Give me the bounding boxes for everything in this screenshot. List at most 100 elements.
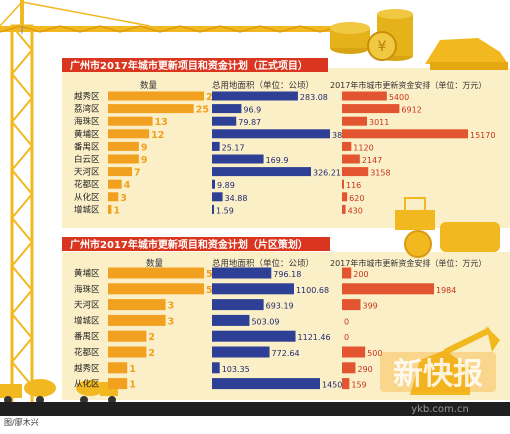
count-bar [108,204,112,214]
funding-bar [342,204,346,214]
area-value-label: 96.9 [243,106,261,115]
photo-credit: 图/廖木兴 [4,418,39,427]
area-bar [212,104,242,114]
funding-bar [342,129,468,139]
area-value-label: 326.21 [313,169,341,178]
roller-icon [395,197,500,258]
category-label: 从化区 [74,379,100,390]
area-value-label: 796.18 [273,270,301,279]
count-value-label: 5 [206,269,213,280]
area-value-label: 103.35 [222,365,250,374]
funding-value-label: 2147 [362,156,382,165]
area-bar [212,116,237,126]
count-bar [108,179,122,189]
category-label: 增城区 [74,204,100,215]
funding-bar [342,362,356,374]
funding-bar [342,116,368,126]
category-label: 荔湾区 [74,104,100,115]
funding-value-label: 3158 [370,169,390,178]
category-label: 天河区 [74,167,100,178]
area-bar [212,91,298,101]
area-value-label: 503.09 [251,317,279,326]
title-bar [62,237,330,251]
count-bar [108,129,150,139]
count-bar [108,314,166,326]
count-bar [108,167,132,177]
area-bar [212,330,296,342]
chart-marks: 越秀区28283.085400荔湾区2596.96912海珠区1379.8730… [74,91,495,391]
category-label: 黄埔区 [74,129,100,140]
category-label: 番禺区 [74,331,100,342]
count-bar [108,104,194,114]
funding-bar [342,141,352,151]
count-bar [108,154,139,164]
funding-value-label: 1984 [436,286,456,295]
category-label: 天河区 [74,300,100,311]
funding-value-label: 200 [353,270,368,279]
count-value-label: 5 [206,285,213,296]
column-header-count: 数量 [146,258,164,269]
area-bar [212,154,264,164]
category-label: 海珠区 [74,284,100,295]
count-bar [108,192,119,202]
category-label: 从化区 [74,192,100,203]
excavator-icon [410,326,500,395]
area-bar [212,129,330,139]
count-bar [108,299,166,311]
funding-value-label: 399 [363,302,378,311]
area-value-label: 169.9 [266,156,289,165]
funding-bar [342,299,361,311]
mixer-truck-icon [0,379,56,404]
count-value-label: 1 [113,205,120,216]
count-bar [108,362,128,374]
section-2-header: 广州市2017年城市更新项目和资金计划（片区策划） [62,237,330,251]
count-value-label: 4 [124,180,131,191]
column-header-funding: 2017年市城市更新资金安排（单位：万元） [330,80,486,90]
area-bar [212,267,272,279]
area-value-label: 9.89 [217,181,235,190]
category-label: 花都区 [74,179,100,190]
area-bar [212,314,250,326]
count-bar [108,267,204,279]
count-value-label: 9 [141,142,148,153]
count-bar [108,116,153,126]
coin-stack-icon: ¥ [330,9,413,61]
area-value-label: 34.88 [225,194,248,203]
title-bar [62,58,328,72]
count-value-label: 2 [148,332,155,343]
funding-value-label: 0 [344,333,349,342]
chart-1-title: 广州市2017年城市更新项目和资金计划（正式项目） [70,59,308,72]
count-value-label: 3 [120,193,127,204]
area-value-label: 1100.68 [296,286,329,295]
funding-value-label: 6912 [401,106,421,115]
count-bar [108,91,204,101]
area-value-label: 772.64 [272,349,300,358]
count-value-label: 2 [148,348,155,359]
watermark-text: 新快报 [393,357,483,392]
ground-strip [0,402,510,416]
category-label: 海珠区 [74,116,100,127]
funding-bar [342,378,350,390]
column-header-count: 数量 [140,80,158,91]
funding-value-label: 1120 [353,143,373,152]
funding-bar [342,167,369,177]
funding-value-label: 290 [357,365,372,374]
funding-bar [342,267,352,279]
area-value-label: 79.87 [238,118,261,127]
area-bar [212,299,264,311]
area-value-label: 283.08 [300,93,328,102]
column-header-funding: 2017年市城市更新资金安排（单位：万元） [330,258,486,268]
category-label: 黄埔区 [74,268,100,279]
area-bar [212,346,270,358]
funding-value-label: 5400 [389,93,409,102]
funding-value-label: 500 [367,349,382,358]
count-value-label: 1 [129,380,136,391]
area-bar [212,283,294,295]
funding-bar [342,104,400,114]
count-bar [108,378,128,390]
chart-2-title: 广州市2017年城市更新项目和资金计划（片区策划） [70,238,308,251]
category-label: 越秀区 [74,91,100,102]
funding-bar [342,154,360,164]
funding-value-label: 3011 [369,118,389,127]
